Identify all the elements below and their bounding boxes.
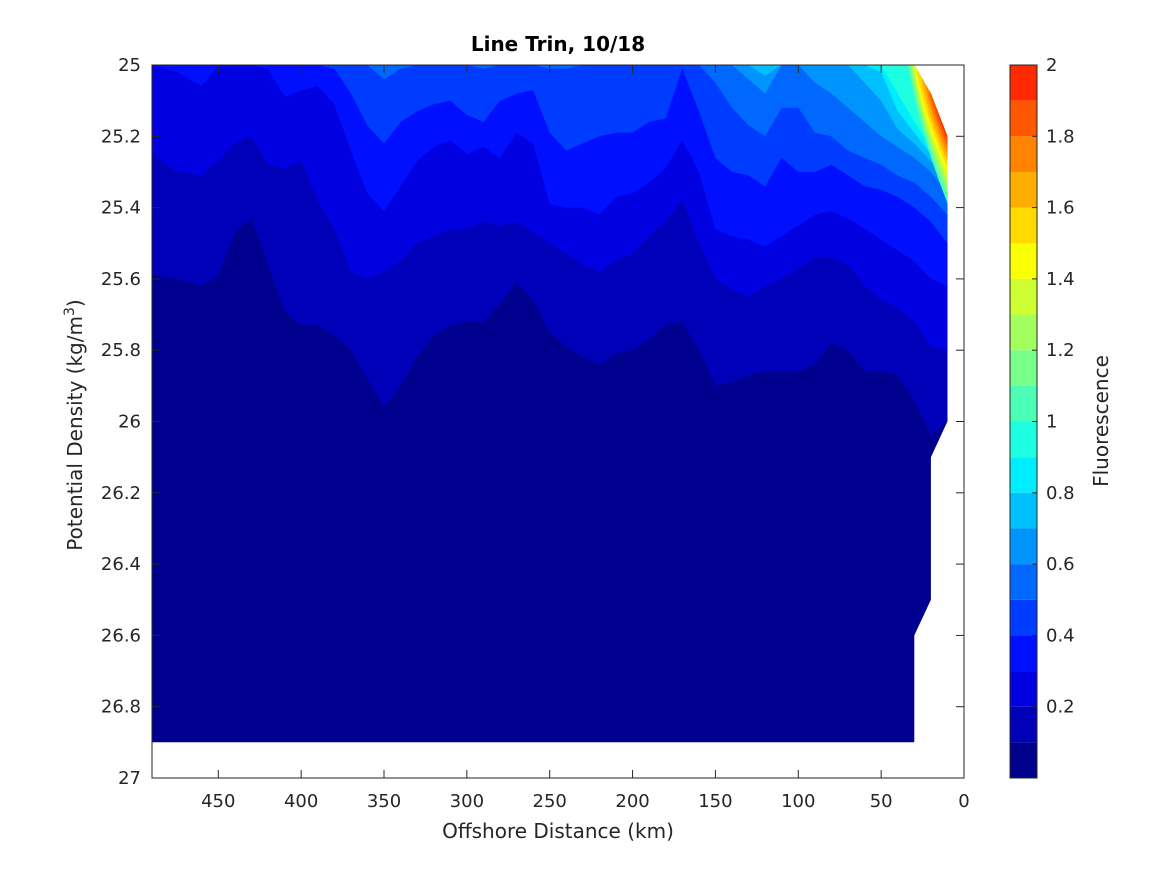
colorbar-tick-label-9: 2 — [1046, 55, 1057, 76]
colorbar-swatch-7 — [1010, 492, 1037, 529]
colorbar-tick-label-1: 0.4 — [1046, 625, 1075, 646]
colorbar-swatch-8 — [1010, 457, 1037, 493]
y-tick-label-7: 26.4 — [101, 554, 141, 575]
colorbar-swatch-16 — [1010, 171, 1037, 208]
y-tick-label-4: 25.8 — [101, 340, 141, 361]
colorbar-label: Fluorescence — [1089, 355, 1113, 487]
colorbar-swatch-2 — [1010, 671, 1037, 707]
colorbar-swatch-19 — [1010, 65, 1037, 101]
y-tick-label-9: 26.8 — [101, 697, 141, 718]
contour-band-7 — [152, 65, 948, 183]
colorbar-swatch-17 — [1010, 136, 1037, 172]
colorbar-tick-label-6: 1.4 — [1046, 269, 1075, 290]
colorbar-tick-label-2: 0.6 — [1046, 554, 1075, 575]
contour-fills — [152, 65, 948, 743]
x-tick-label-9: 0 — [958, 791, 969, 812]
y-axis-label-sup: 3 — [62, 307, 78, 316]
contour-band-8 — [152, 65, 948, 176]
contour-band-5 — [152, 65, 948, 215]
chart-title: Line Trin, 10/18 — [471, 32, 645, 56]
plot-frame — [151, 64, 965, 779]
y-tick-label-10: 27 — [118, 768, 141, 789]
x-tick-label-1: 400 — [284, 791, 318, 812]
colorbar-swatch-5 — [1010, 564, 1037, 600]
colorbar-swatch-1 — [1010, 706, 1037, 743]
y-tick-label-6: 26.2 — [101, 483, 141, 504]
colorbar-swatch-4 — [1010, 599, 1037, 636]
x-tick-label-4: 250 — [533, 791, 567, 812]
y-tick-label-1: 25.2 — [101, 126, 141, 147]
colorbar-swatch-15 — [1010, 207, 1037, 244]
x-tick-label-0: 450 — [201, 791, 235, 812]
colorbar-swatch-0 — [1010, 742, 1037, 778]
y-tick-label-8: 26.6 — [101, 625, 141, 646]
x-tick-label-6: 150 — [698, 791, 732, 812]
x-tick-label-2: 350 — [367, 791, 401, 812]
colorbar-tick-label-3: 0.8 — [1046, 483, 1075, 504]
axis-ticks: 450 400 350 300 250 200 150 100 50 0 25 25.2 25.4 25.… — [101, 55, 970, 812]
contour-layer — [152, 65, 948, 743]
x-tick-label-5: 200 — [615, 791, 649, 812]
y-axis-label-close: ) — [63, 299, 87, 307]
colorbar-swatch-10 — [1010, 385, 1037, 422]
y-tick-label-2: 25.4 — [101, 198, 141, 219]
colorbar — [1010, 65, 1037, 778]
y-tick-label-3: 25.6 — [101, 269, 141, 290]
colorbar-tick-label-7: 1.6 — [1046, 198, 1075, 219]
colorbar-tick-label-8: 1.8 — [1046, 126, 1075, 147]
plot-area — [152, 65, 964, 778]
colorbar-swatch-6 — [1010, 528, 1037, 565]
colorbar-swatch-11 — [1010, 350, 1037, 386]
colorbar-tick-label-0: 0.2 — [1046, 697, 1075, 718]
colorbar-tick-label-5: 1.2 — [1046, 340, 1075, 361]
colorbar-swatch-18 — [1010, 100, 1037, 137]
y-tick-label-5: 26 — [118, 412, 141, 433]
colorbar-swatch-9 — [1010, 421, 1037, 458]
x-tick-label-7: 100 — [781, 791, 815, 812]
y-tick-label-0: 25 — [118, 55, 141, 76]
colorbar-swatch-12 — [1010, 314, 1037, 351]
x-tick-label-8: 50 — [870, 791, 893, 812]
x-axis-label: Offshore Distance (km) — [442, 819, 674, 843]
y-axis-label: Potential Density (kg/m3) — [62, 299, 87, 550]
colorbar-swatch-13 — [1010, 278, 1037, 315]
x-tick-label-3: 300 — [450, 791, 484, 812]
colorbar-swatch-3 — [1010, 635, 1037, 672]
colorbar-frame — [1009, 64, 1038, 779]
colorbar-tick-label-4: 1 — [1046, 412, 1057, 433]
y-axis-label-main: Potential Density (kg/m — [63, 316, 87, 551]
colorbar-swatch-14 — [1010, 243, 1037, 279]
colorbar-ticks: 0.2 0.4 0.6 0.8 1 1.2 1.4 1.6 1.8 2 — [1032, 55, 1075, 718]
